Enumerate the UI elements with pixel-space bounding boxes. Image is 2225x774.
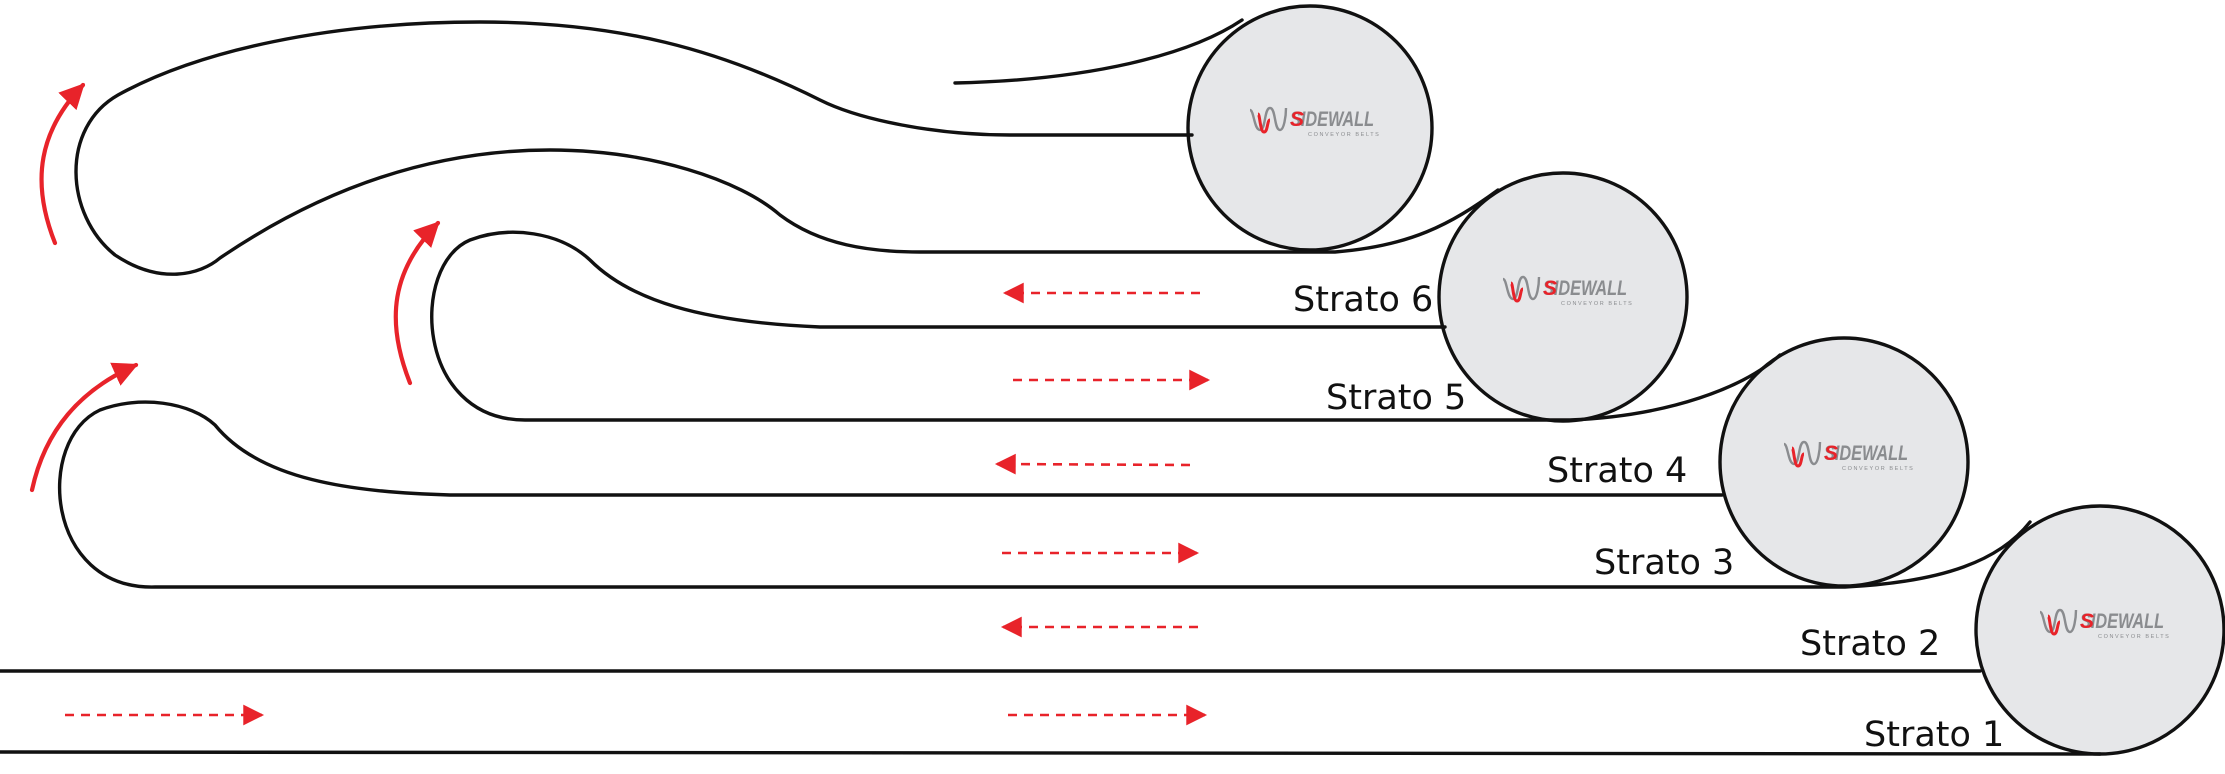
belt-paths	[0, 18, 2102, 756]
curved-arrow-icon	[39, 82, 86, 246]
roller-logo-subtext: CONVEYOR BELTS	[1561, 301, 1633, 307]
sidewall-logo-icon	[1783, 440, 1822, 466]
belt-segment-lower	[57, 400, 2032, 589]
turn-arrows	[29, 82, 441, 493]
layer-label-6: Strato 6	[1293, 280, 1433, 320]
roller-logo-text: SIDEWALL	[1824, 442, 1908, 465]
layer-label-1: Strato 1	[1864, 715, 2004, 755]
layer-label-2: Strato 2	[1800, 624, 1940, 664]
belt-layer-1	[0, 750, 2102, 756]
sidewall-logo-icon	[2039, 608, 2078, 634]
roller-logo-subtext: CONVEYOR BELTS	[1308, 132, 1380, 138]
sidewall-logo-icon	[1249, 106, 1288, 132]
sidewall-logo-icon	[1502, 275, 1541, 301]
roller-1	[1186, 4, 1434, 252]
roller-logo-subtext: CONVEYOR BELTS	[1842, 466, 1914, 472]
roller-logo-text: SIDEWALL	[1543, 277, 1627, 300]
layer-label-4: Strato 4	[1547, 451, 1687, 491]
roller-logo-initial: S	[1543, 277, 1557, 300]
roller-logo-text: SIDEWALL	[1290, 108, 1374, 131]
roller-logo-subtext: CONVEYOR BELTS	[2098, 634, 2170, 640]
roller-logo-initial: S	[1290, 108, 1304, 131]
layer-labels: Strato 6 Strato 5 Strato 4 Strato 3 Stra…	[1293, 280, 2004, 755]
layer-label-5: Strato 5	[1326, 378, 1466, 418]
roller-logo-text: SIDEWALL	[2080, 610, 2164, 633]
layer-label-3: Strato 3	[1594, 543, 1734, 583]
roller-logo-initial: S	[2080, 610, 2094, 633]
sidewall-logo-accent-icon	[1790, 446, 1805, 468]
sidewall-logo-accent-icon	[1256, 112, 1271, 134]
roller-logo-initial: S	[1824, 442, 1838, 465]
belt-segment-middle	[430, 230, 1782, 422]
sidewall-logo-accent-icon	[2046, 614, 2061, 636]
curved-arrow-icon	[393, 220, 441, 386]
roller-group	[1186, 4, 2225, 756]
flow-arrows	[65, 282, 1211, 726]
sidewall-logo-accent-icon	[1509, 281, 1524, 303]
dashed-arrow-icon	[994, 453, 1191, 475]
curved-arrow-icon	[29, 362, 139, 493]
belt-segment-upper	[74, 18, 1500, 276]
